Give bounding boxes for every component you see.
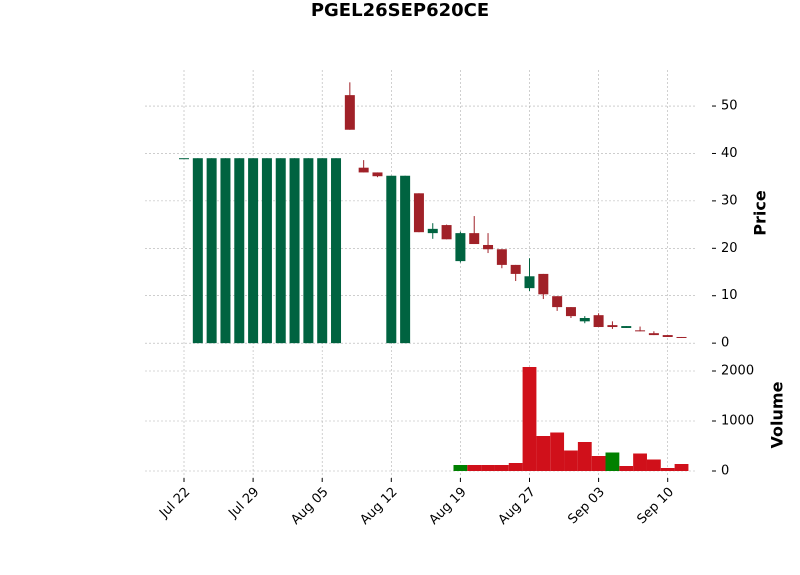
chart-title: PGEL26SEP620CE <box>311 0 489 21</box>
volume-bar <box>660 468 675 471</box>
volume-bar <box>605 452 620 471</box>
volume-bar <box>674 464 689 471</box>
candle-body <box>413 193 424 233</box>
y-tick-label: 0 <box>721 464 729 479</box>
candle-body <box>621 326 632 328</box>
volume-bar <box>646 459 661 471</box>
candle-body <box>635 330 646 332</box>
candle-body <box>317 158 328 344</box>
candle-body <box>552 296 563 308</box>
candle-body <box>676 336 687 338</box>
candle-body <box>192 158 203 344</box>
candle-body <box>524 276 535 289</box>
x-tick-label: Aug 27 <box>496 485 539 528</box>
y-tick-label: 0 <box>721 336 729 351</box>
candle-body <box>275 158 286 344</box>
volume-bar <box>550 432 565 471</box>
candle-body <box>510 264 521 274</box>
y-axis-label: Price <box>751 190 770 236</box>
volume-bar <box>536 436 551 471</box>
candle-body <box>261 158 272 344</box>
volume-bar <box>633 453 647 471</box>
candle-body <box>427 228 438 234</box>
candle-body <box>234 158 245 344</box>
volume-bar <box>494 465 509 471</box>
volume-bar <box>508 463 523 471</box>
x-tick-label: Sep 10 <box>634 485 677 528</box>
volume-bar <box>591 456 606 471</box>
x-tick-label: Sep 03 <box>565 485 608 528</box>
y-tick-label: 10 <box>721 288 738 303</box>
y-tick-label: 30 <box>721 193 738 208</box>
candle-body <box>206 158 217 344</box>
volume-bar <box>564 450 578 471</box>
y-tick-label: 50 <box>721 99 738 114</box>
candle-body <box>441 225 452 240</box>
x-tick-label: Jul 29 <box>225 485 262 522</box>
volume-axis-label: Volume <box>768 381 787 448</box>
candle-body <box>400 175 411 344</box>
candle-body <box>344 95 355 130</box>
candle-body <box>455 233 466 262</box>
x-tick-label: Aug 05 <box>288 485 331 528</box>
y-tick-label: 40 <box>721 146 738 161</box>
candle-body <box>593 315 604 328</box>
volume-bar <box>619 466 634 471</box>
candle-body <box>289 158 300 344</box>
candle-body <box>358 167 369 173</box>
y-tick-label: 1000 <box>721 414 754 429</box>
candle-body <box>303 158 314 344</box>
candle-body <box>179 158 189 160</box>
candle-body <box>538 273 549 295</box>
candle-body <box>220 158 231 344</box>
candle-body <box>469 233 480 245</box>
volume-bar <box>577 442 592 471</box>
volume-bar <box>522 367 537 471</box>
candle-body <box>579 318 590 322</box>
candle-body <box>331 158 342 344</box>
x-tick-label: Aug 19 <box>427 485 470 528</box>
candle-body <box>648 333 659 336</box>
y-tick-label: 2000 <box>721 364 754 379</box>
candle-body <box>496 249 507 265</box>
candle-body <box>662 335 673 337</box>
x-tick-label: Aug 12 <box>357 485 400 528</box>
candle-body <box>386 175 397 344</box>
volume-bar <box>481 465 495 471</box>
y-tick-label: 20 <box>721 241 738 256</box>
x-tick-label: Jul 22 <box>156 485 193 522</box>
candle-body <box>248 158 259 344</box>
candle-body <box>372 172 383 177</box>
volume-bar <box>467 465 482 471</box>
candle-body <box>607 325 618 328</box>
volume-bar <box>453 465 468 471</box>
candle-body <box>483 244 494 250</box>
candle-body <box>565 307 576 317</box>
